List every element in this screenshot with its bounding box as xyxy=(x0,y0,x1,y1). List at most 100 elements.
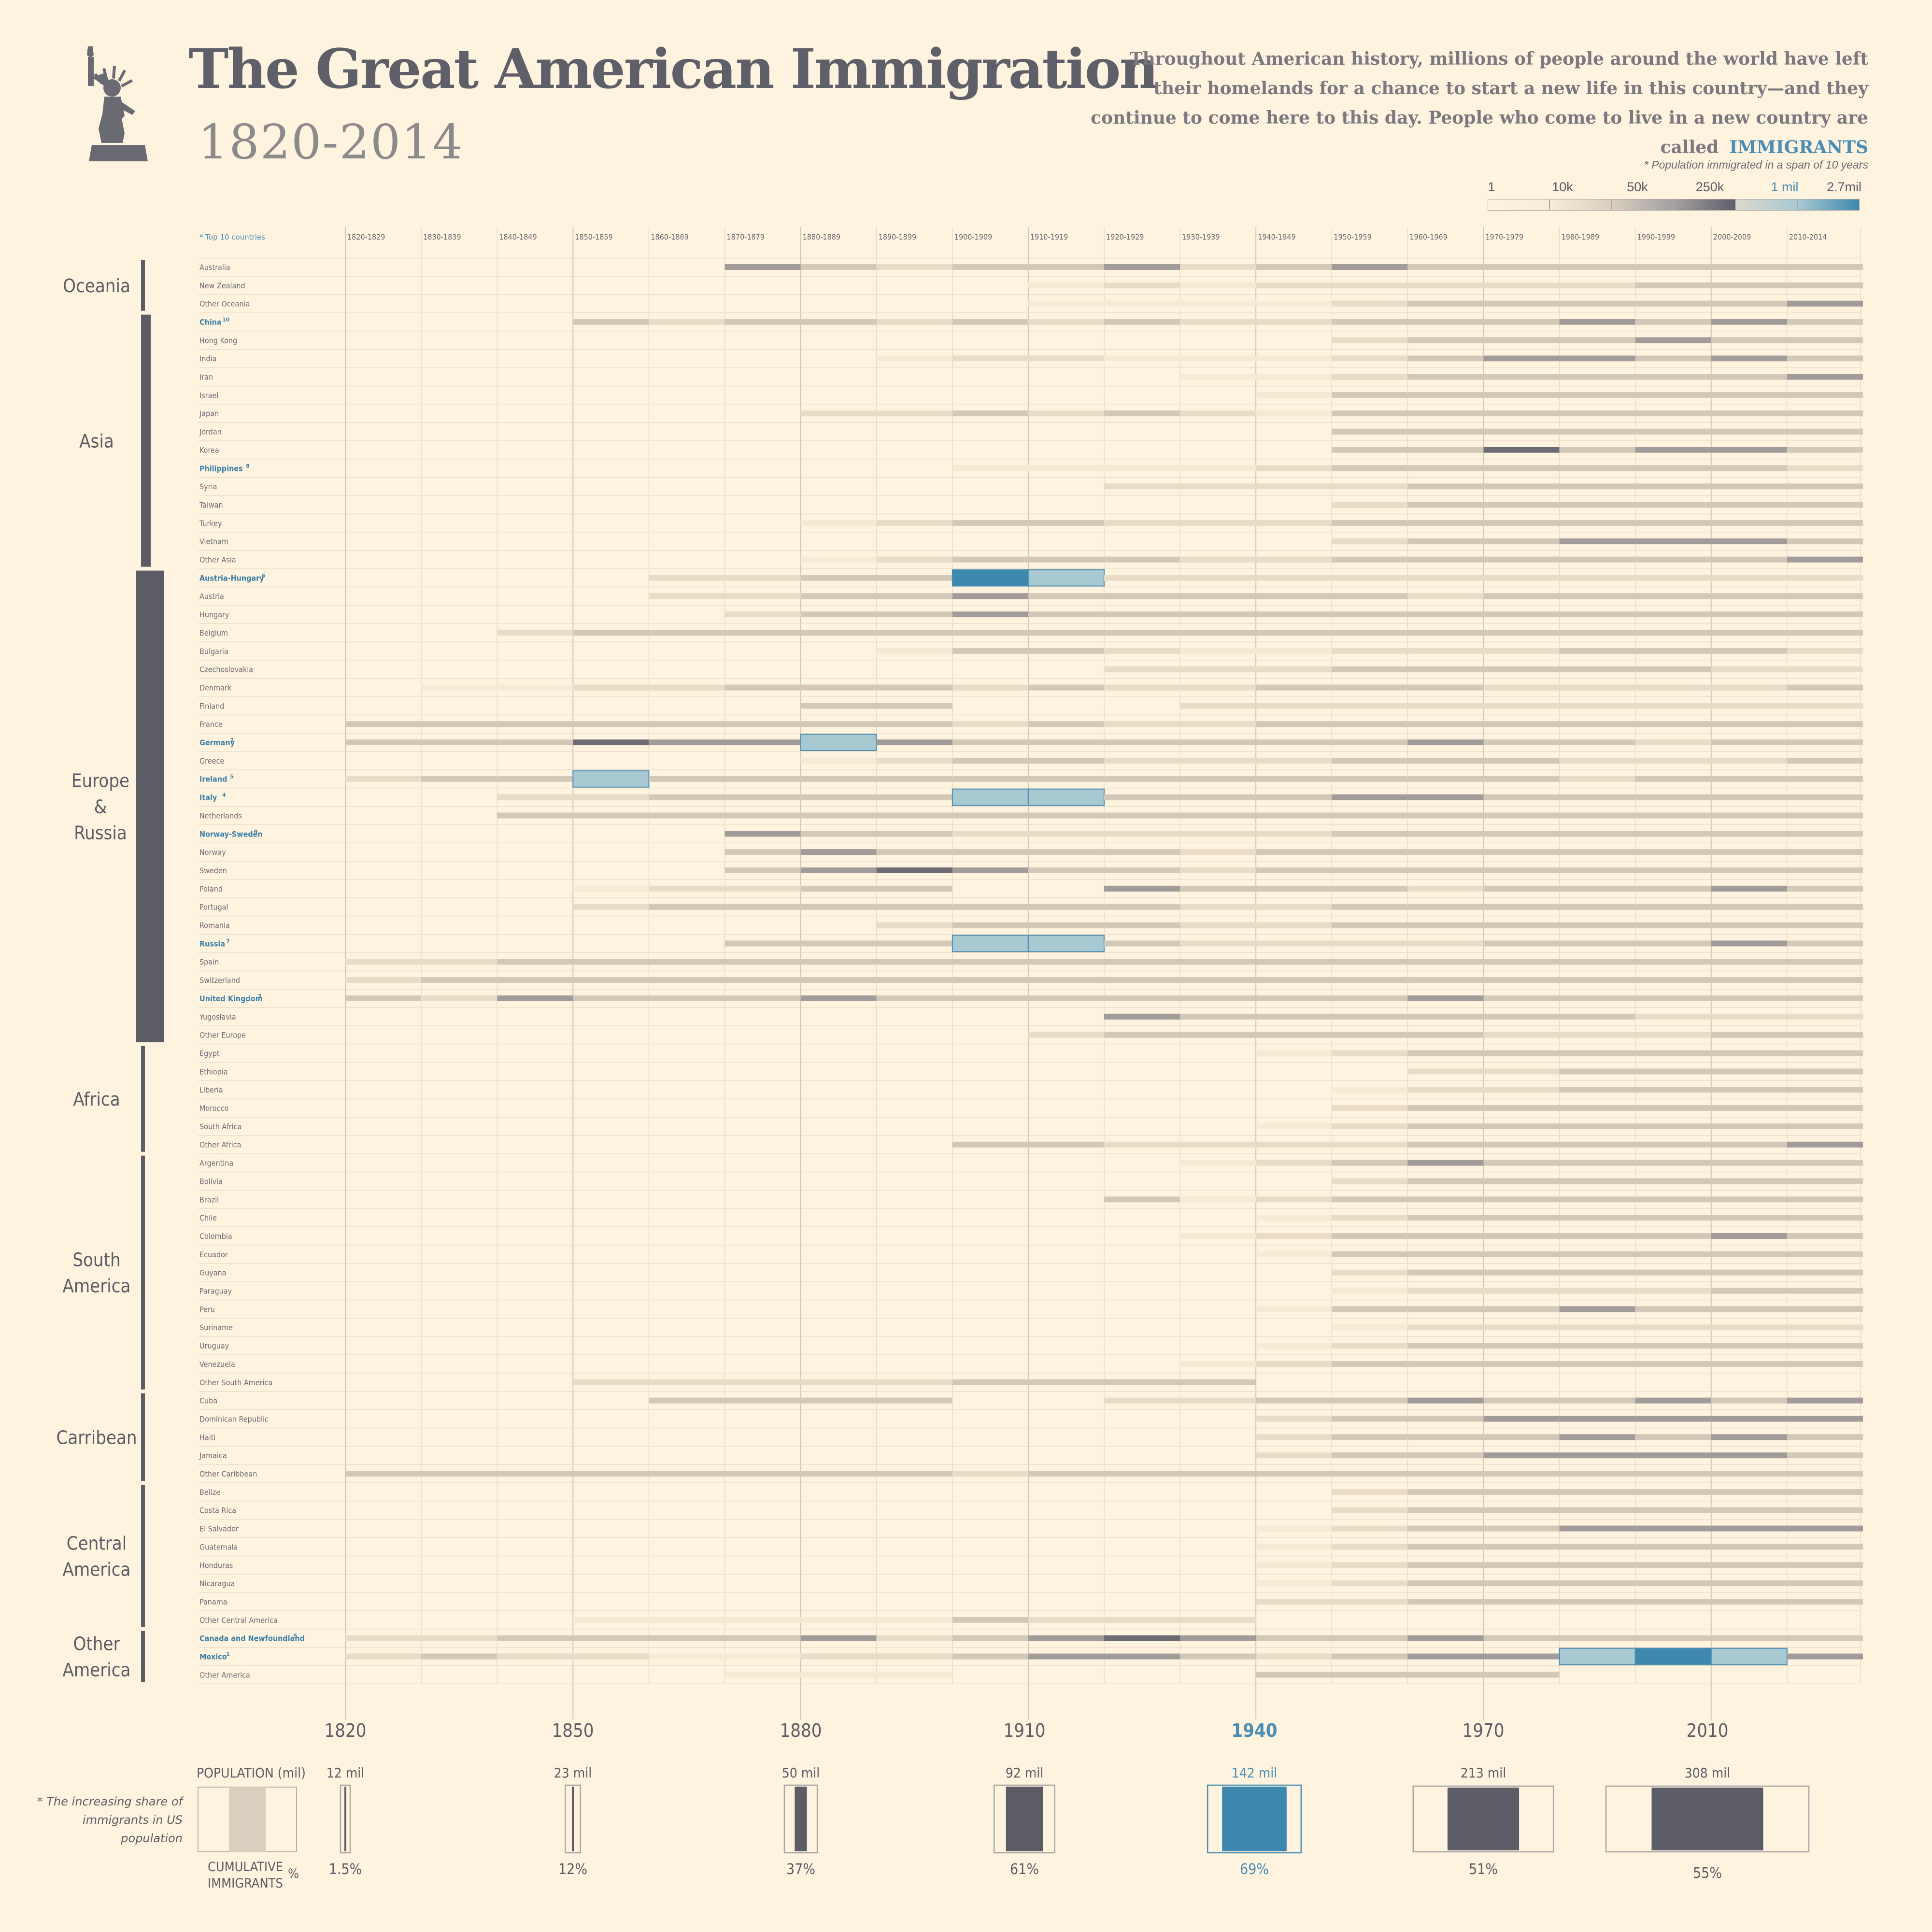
country-label: El Salvador xyxy=(199,1524,239,1534)
heatmap-cell xyxy=(724,1397,801,1404)
heatmap-cell xyxy=(1407,1141,1484,1148)
heatmap-cell xyxy=(649,794,725,800)
heatmap-cell xyxy=(1028,648,1104,654)
region-label: Russia xyxy=(74,823,127,844)
heatmap-cell xyxy=(573,1471,649,1477)
country-label: Jamaica xyxy=(199,1451,227,1460)
heatmap-cell xyxy=(1256,812,1332,819)
heatmap-cell xyxy=(1559,1507,1635,1513)
heatmap-cell xyxy=(1407,1452,1484,1459)
heatmap-cell xyxy=(1332,739,1408,746)
heatmap-cell xyxy=(1407,575,1484,581)
heatmap-cell xyxy=(1635,593,1711,599)
cumulative-legend-label: CUMULATIVE xyxy=(208,1860,283,1875)
heatmap-cell xyxy=(497,959,573,965)
heatmap-cell xyxy=(1180,1471,1256,1477)
heatmap-cell xyxy=(1635,977,1711,983)
decade-label: 1930-1939 xyxy=(1182,232,1220,242)
heatmap-cell xyxy=(1256,1580,1332,1587)
heatmap-cell xyxy=(1407,904,1484,910)
heatmap-cell xyxy=(421,959,497,965)
heatmap-cell xyxy=(1256,300,1332,307)
heatmap-cell xyxy=(952,922,1028,928)
heatmap-cell xyxy=(1635,520,1711,526)
heatmap-cell xyxy=(1483,1434,1560,1440)
heatmap-cell xyxy=(1787,1196,1863,1203)
heatmap-cell xyxy=(1104,812,1180,819)
heatmap-cell xyxy=(1635,629,1711,636)
heatmap-cell xyxy=(1180,794,1256,800)
decade-label: 1960-1969 xyxy=(1409,232,1447,242)
heatmap-cell xyxy=(649,1379,725,1385)
country-label: Other Africa xyxy=(199,1140,241,1150)
heatmap-cell xyxy=(649,977,725,983)
country-label: Haiti xyxy=(199,1433,215,1442)
heatmap-cell xyxy=(1104,648,1180,654)
heatmap-cell xyxy=(1483,1489,1560,1495)
heatmap-cell xyxy=(1256,1416,1332,1422)
share-note: population xyxy=(120,1832,183,1845)
heatmap-cell xyxy=(876,264,952,270)
heatmap-cell xyxy=(1787,1306,1863,1312)
country-label: Uruguay xyxy=(199,1341,229,1350)
heatmap-cell xyxy=(1256,1306,1332,1312)
heatmap-cell xyxy=(345,739,422,746)
heatmap-cell xyxy=(1711,757,1787,764)
heatmap-cell xyxy=(1180,374,1256,380)
heatmap-cell xyxy=(1407,1544,1484,1550)
heatmap-cell xyxy=(421,721,497,727)
heatmap-cell xyxy=(1407,355,1484,362)
decade-label: 1910-1919 xyxy=(1030,232,1068,242)
heatmap-cell xyxy=(1180,812,1256,819)
heatmap-cell xyxy=(724,995,801,1001)
heatmap-cell xyxy=(1711,1343,1787,1349)
heatmap-cell xyxy=(800,812,877,819)
heatmap-cell xyxy=(1711,739,1787,746)
decade-label: 1900-1909 xyxy=(954,232,992,242)
heatmap-cell xyxy=(1407,1580,1484,1587)
heatmap-cell xyxy=(1787,355,1863,362)
heatmap-cell xyxy=(1180,319,1256,325)
region-label: Africa xyxy=(73,1089,120,1110)
heatmap-cell xyxy=(1787,922,1863,928)
heatmap-cell xyxy=(1787,447,1863,453)
heatmap-cell xyxy=(1635,739,1711,746)
heatmap-cell xyxy=(1332,995,1408,1001)
heatmap-cell xyxy=(1028,1032,1104,1038)
heatmap-cell xyxy=(1635,1196,1711,1203)
heatmap-cell xyxy=(1180,1160,1256,1166)
heatmap-cell xyxy=(1559,959,1635,965)
heatmap-cell xyxy=(1180,922,1256,928)
heatmap-cell xyxy=(1104,1013,1180,1020)
country-label: Sweden xyxy=(199,866,227,875)
heatmap-cell xyxy=(724,721,801,727)
heatmap-cell xyxy=(1256,1452,1332,1459)
heatmap-cell xyxy=(1180,721,1256,727)
country-label: Spain xyxy=(199,957,219,966)
heatmap-cell xyxy=(497,1653,573,1660)
legend-tick: 1 mil xyxy=(1771,180,1799,194)
heatmap-cell xyxy=(1104,885,1180,892)
heatmap-cell xyxy=(1332,465,1408,471)
heatmap-cell xyxy=(1711,1397,1787,1404)
heatmap-cell xyxy=(1483,1635,1560,1641)
heatmap-cell xyxy=(1332,1580,1408,1587)
heatmap-cell xyxy=(800,575,877,581)
heatmap-cell xyxy=(1483,1105,1560,1111)
heatmap-cell xyxy=(1483,885,1560,892)
country-label: China xyxy=(199,317,222,327)
heatmap-cell xyxy=(1104,282,1180,288)
heatmap-cell xyxy=(1559,1233,1635,1239)
heatmap-cell xyxy=(1180,1196,1256,1203)
heatmap-cell xyxy=(1711,593,1787,599)
heatmap-cell xyxy=(573,1635,649,1641)
heatmap-cell xyxy=(1407,264,1484,270)
heatmap-cell xyxy=(1256,1141,1332,1148)
heatmap-cell xyxy=(1559,666,1635,672)
heatmap-cell xyxy=(952,935,1029,952)
heatmap-cell xyxy=(1104,739,1180,746)
page-title: The Great American Immigration xyxy=(188,38,1159,101)
heatmap-cell xyxy=(573,1617,649,1623)
heatmap-cell xyxy=(1635,1288,1711,1294)
heatmap-cell xyxy=(1711,1123,1787,1129)
